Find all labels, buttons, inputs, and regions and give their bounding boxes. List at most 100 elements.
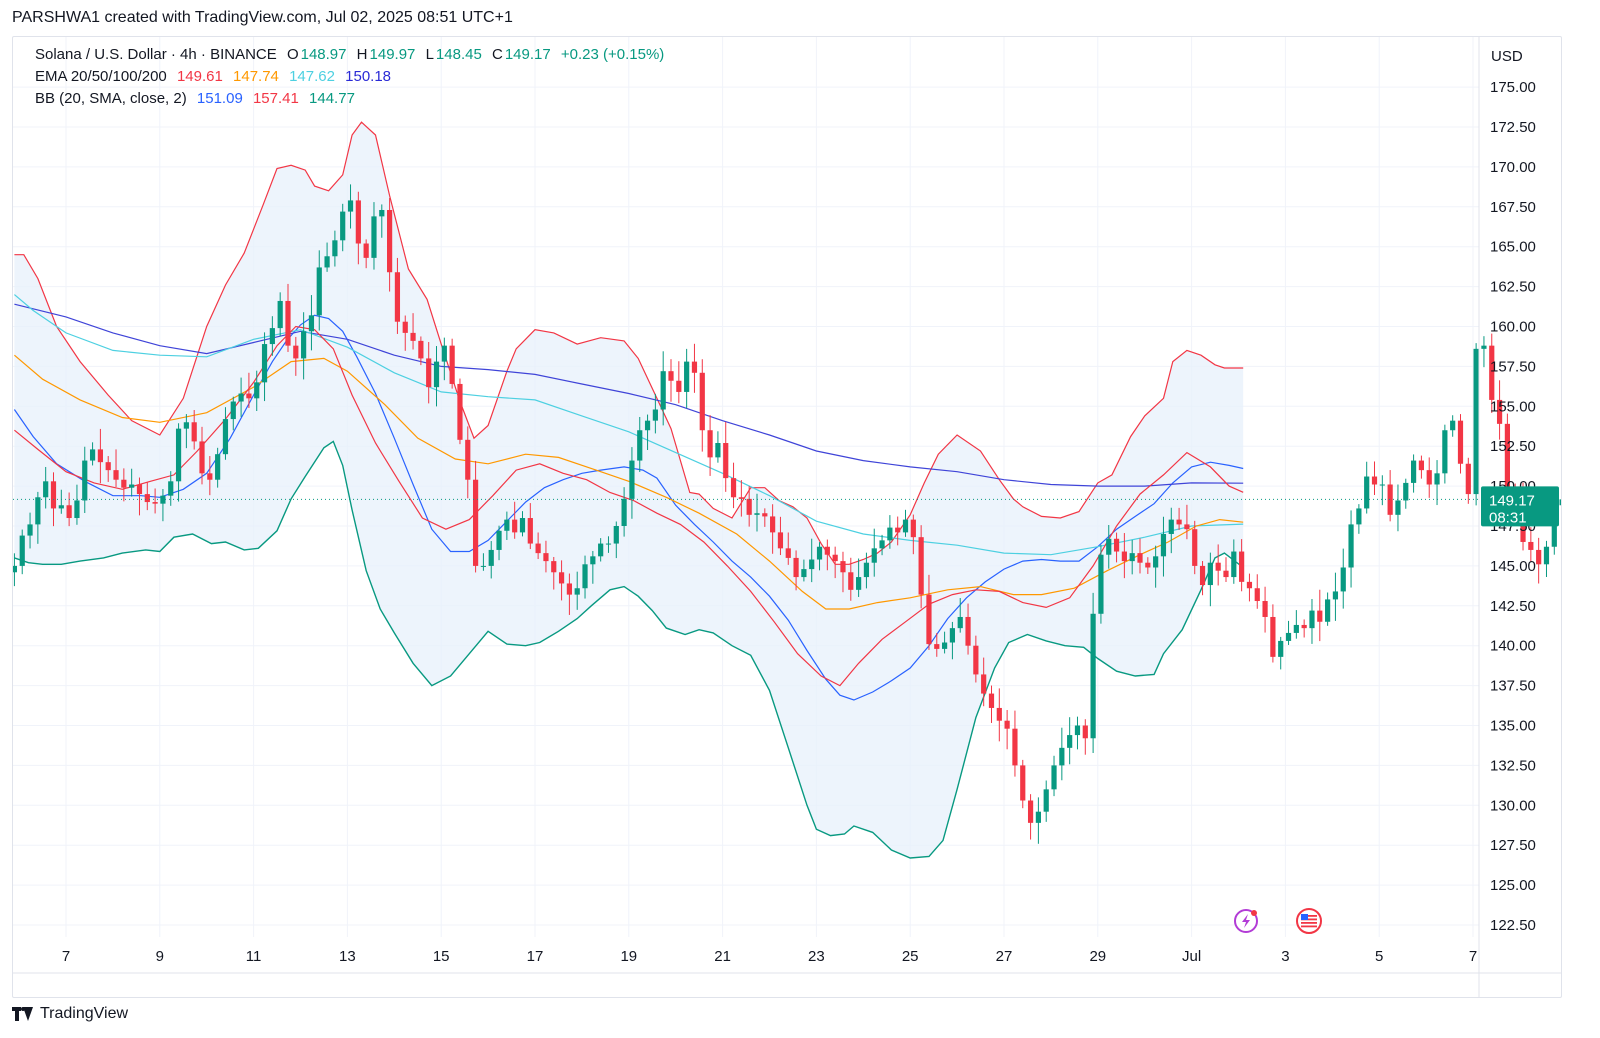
candle-body [97,449,103,463]
candle-body [301,331,307,359]
low-label: L [425,46,434,63]
candle [1153,545,1159,588]
candle [418,336,424,366]
y-tick-label: 125.00 [1490,877,1536,894]
candle-body [1067,735,1073,748]
candle [793,550,799,591]
candle [496,525,502,561]
candle [410,313,416,350]
candle-body [629,460,635,499]
candle [1473,343,1479,506]
candle-body [355,200,361,244]
candle-body [965,616,971,646]
candle-body [809,559,815,570]
candle [832,546,838,579]
candle-body [707,430,713,458]
candle [801,559,807,582]
candle [981,657,987,707]
candle-body [136,484,143,495]
candle [1410,454,1417,493]
candle-body [363,243,369,258]
x-tick-label: 21 [714,948,731,965]
tradingview-logo[interactable]: TradingView [12,1005,128,1023]
candle-body [574,588,580,595]
candle-body [465,439,471,480]
candle [723,421,729,492]
candle [777,516,784,556]
ema50-value: 147.74 [233,68,279,85]
candle-body [941,642,948,649]
legend-symbol-row[interactable]: Solana / U.S. Dollar · 4h · BINANCE O 148… [35,46,670,63]
candle [824,539,830,571]
price-chart[interactable]: USD122.50125.00127.50130.00132.50135.001… [13,37,1561,997]
candle-body [215,454,221,480]
candle [1395,484,1401,532]
candle [269,316,275,356]
candle-body [433,361,440,388]
candle-body [973,645,979,675]
legend-ema-row[interactable]: EMA 20/50/100/200 149.61 147.74 147.62 1… [35,68,397,85]
x-tick-label: 11 [246,948,262,965]
candle-body [637,430,643,461]
candle-body [1301,624,1307,629]
candle-body [1309,610,1315,629]
candle [863,552,870,589]
candle [1559,499,1561,506]
candle [1434,460,1440,506]
candle-body [1043,789,1049,812]
candle [598,538,604,562]
candle [113,449,119,488]
candle-body [82,460,88,501]
candle-body [199,441,205,474]
candle-body [1199,565,1206,586]
candle-body [793,557,799,578]
candle [1254,574,1260,609]
candle-body [1403,482,1409,501]
candle [191,410,197,450]
candle [558,560,565,601]
candle [965,603,971,655]
candle-body [801,569,807,578]
candle-body [144,494,150,503]
candle [1317,589,1323,642]
low-value: 148.45 [435,46,482,63]
candle [840,551,846,593]
legend-bb-row[interactable]: BB (20, SMA, close, 2) 151.09 157.41 144… [35,90,361,107]
candle-body [277,300,283,329]
candle [691,343,698,393]
candle [1403,478,1409,509]
candle [1481,336,1487,368]
candle-body [230,401,236,420]
candle-body [543,553,549,562]
candle-body [660,371,666,410]
candle [43,466,49,509]
candle [441,337,447,381]
candle [82,446,88,514]
candle-body [1356,508,1362,525]
candle-body [1489,345,1495,400]
close-label: C [491,46,503,63]
bb-upper-line [14,121,1244,565]
candle-body [527,518,533,544]
candle-body [558,572,565,584]
x-tick-label: 7 [1469,948,1477,965]
bb-lower-line [14,440,1244,859]
candle-body [1035,811,1041,823]
candle [887,515,893,549]
y-tick-label: 135.00 [1490,718,1536,735]
candle-body [1387,484,1393,515]
candle-body [934,644,940,649]
candle-body [1176,519,1182,525]
candle [918,525,924,609]
candle [238,377,244,417]
chart-panel[interactable]: USD 122.50 125.00 127.50 130.00 132.50 135.00 1… [12,36,1562,998]
candle-body [676,380,682,392]
candle-body [293,345,299,359]
candle-body [738,497,744,499]
candle [504,511,510,540]
candle-body [1106,538,1112,555]
candle [1051,755,1057,797]
candle-body [1317,610,1323,622]
candle [480,553,487,571]
candle-body [472,479,479,566]
